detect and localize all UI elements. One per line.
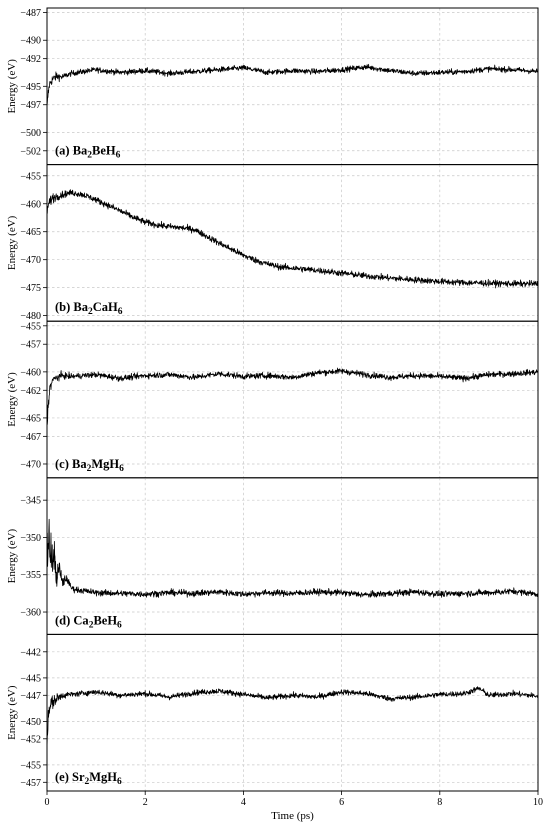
y-tick-label: −462 [20,386,41,397]
y-tick-label: −500 [20,128,41,139]
y-axis-title: Energy (eV) [6,215,18,270]
y-tick-label: −467 [20,432,41,443]
y-tick-label: −460 [20,367,41,378]
x-tick-label: 8 [437,797,442,808]
y-axis-title: Energy (eV) [6,685,18,740]
y-tick-label: −495 [20,82,41,93]
energy-trace [47,63,538,107]
y-tick-label: −480 [20,311,41,322]
y-tick-label: −490 [20,36,41,47]
y-tick-label: −497 [20,100,41,111]
y-tick-label: −345 [20,496,41,507]
energy-trace [47,189,538,289]
panel-label: (d) Ca2BeH6 [55,613,122,630]
panel-e: −442 −445 −447 −450 −452 −455 −457 Energy (eV) (… [6,633,543,822]
y-tick-label: −355 [20,570,41,581]
y-tick-label: −450 [20,717,41,728]
y-tick-label: −360 [20,608,41,619]
panel-label: (a) Ba2BeH6 [55,144,121,161]
x-tick-label: 6 [339,797,344,808]
y-tick-label: −470 [20,459,41,470]
y-tick-label: −350 [20,533,41,544]
panel-c: −455 −457 −460 −462 −465 −467 −470 Energy (eV) (… [6,320,539,479]
y-axis-title: Energy (eV) [6,59,18,114]
y-tick-label: −455 [20,321,41,332]
x-tick-label: 2 [143,797,148,808]
y-tick-label: −502 [20,146,41,157]
plot-frame [46,477,539,635]
panel-d: −345 −350 −355 −360 Energy (eV) (d) Ca2BeH6 [6,477,539,635]
plot-frame [46,320,539,479]
y-tick-label: −457 [20,340,41,351]
y-tick-label: −465 [20,413,41,424]
panel-label: (b) Ba2CaH6 [55,300,123,317]
panel-a: −487 −490 −492 −495 −497 −500 −502 Energy (eV) (… [6,7,539,166]
y-tick-label: −442 [20,647,41,658]
y-tick-label: −457 [20,778,41,789]
y-tick-label: −452 [20,734,41,745]
plot-frame [46,633,539,792]
y-tick-label: −470 [20,255,41,266]
energy-trace [47,518,538,598]
y-tick-label: −492 [20,54,41,65]
x-tick-label: 4 [241,797,246,808]
y-tick-label: −455 [20,760,41,771]
energy-trace [47,686,538,750]
plot-frame [46,164,539,322]
x-axis-title: Time (ps) [271,810,314,822]
y-tick-label: −455 [20,171,41,182]
panel-label: (c) Ba2MgH6 [55,457,124,474]
y-axis-title: Energy (eV) [6,529,18,584]
energy-trace [47,367,538,425]
y-tick-label: −475 [20,283,41,294]
panel-b: −455 −460 −465 −470 −475 −480 Energy (eV) (b) B… [6,164,539,322]
x-tick-label: 0 [45,797,50,808]
y-tick-label: −460 [20,199,41,210]
y-tick-label: −465 [20,227,41,238]
y-axis-title: Energy (eV) [6,372,18,427]
panel-label: (e) Sr2MgH6 [55,770,122,787]
x-tick-label: 10 [533,797,543,808]
y-tick-label: −487 [20,8,41,19]
y-tick-label: −447 [20,691,41,702]
y-tick-label: −445 [20,673,41,684]
